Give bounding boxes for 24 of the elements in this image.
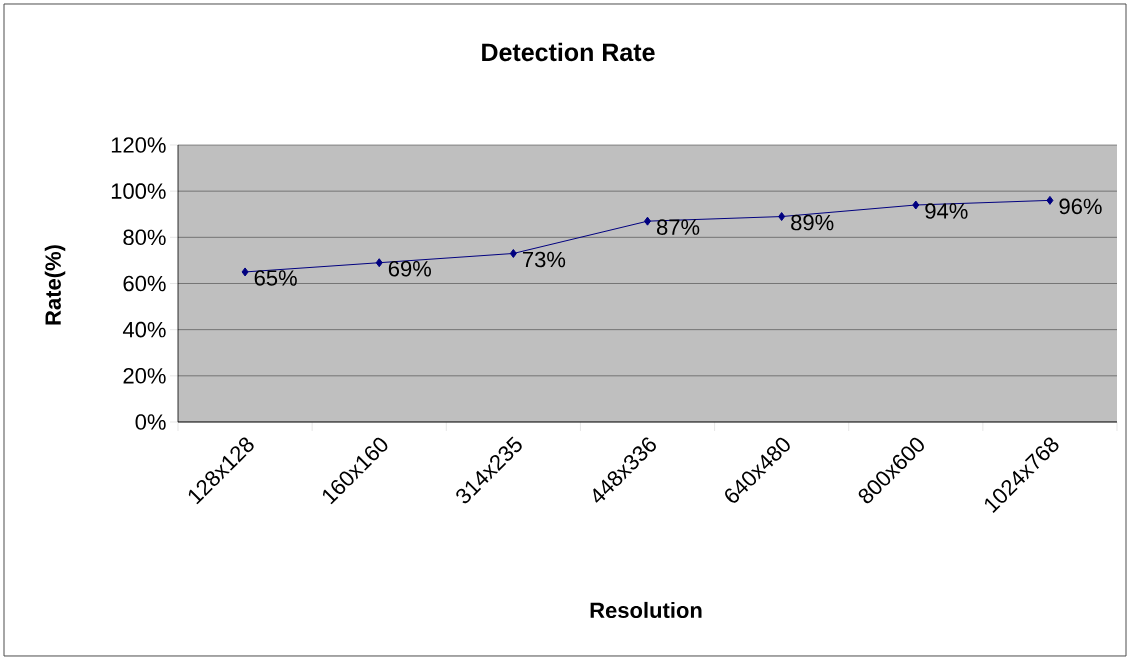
point bbox=[912, 200, 920, 210]
point bbox=[778, 212, 786, 222]
x-axis-title: Resolution bbox=[590, 601, 702, 619]
data-label: 73% bbox=[523, 251, 566, 268]
y-tick-label: 80% bbox=[123, 229, 166, 246]
point bbox=[241, 267, 249, 277]
point bbox=[644, 216, 651, 226]
data-label: 69% bbox=[388, 260, 431, 277]
data-label: 89% bbox=[791, 214, 834, 231]
point bbox=[509, 248, 517, 258]
y-tick-label: 40% bbox=[122, 321, 166, 338]
data-label: 94% bbox=[925, 203, 968, 219]
point bbox=[1046, 195, 1054, 205]
data-label: 87% bbox=[656, 219, 700, 235]
y-tick-label: 100% bbox=[111, 183, 166, 199]
y-tick-label: 120% bbox=[111, 137, 166, 153]
y-tick-label: 20% bbox=[123, 368, 166, 384]
y-tick-label: 0% bbox=[135, 414, 166, 430]
data-label: 96% bbox=[1059, 198, 1102, 215]
y-axis-title: Rate(%) bbox=[44, 245, 66, 325]
y-tick-label: 60% bbox=[123, 275, 166, 292]
point bbox=[375, 258, 383, 268]
data-label: 65% bbox=[254, 270, 297, 286]
chart-title: Detection Rate bbox=[482, 42, 655, 62]
